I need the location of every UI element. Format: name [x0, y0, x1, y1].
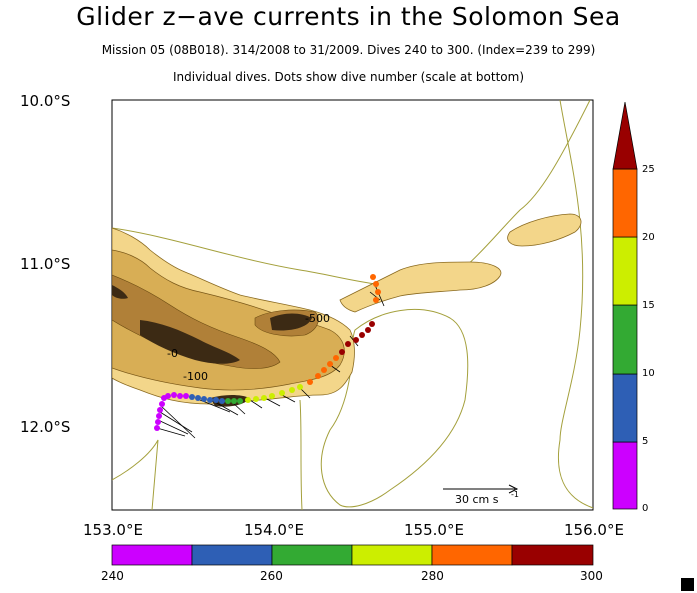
colorbar-tick-label: 5: [642, 436, 649, 447]
lat-label-12s: 12.0°S: [20, 418, 71, 436]
map-title: Glider z−ave currents in the Solomon Sea: [76, 2, 621, 31]
lat-label-11s: 11.0°S: [20, 255, 71, 273]
dive-track: [154, 274, 381, 431]
landmass-mid: [112, 249, 345, 391]
isobath-loop: [320, 308, 469, 508]
scale-arrow-head: [508, 484, 519, 494]
island: [507, 213, 582, 247]
map-subtitle-2: Individual dives. Dots show dive number …: [172, 70, 525, 84]
scale-label-unit-exponent: -1: [511, 490, 519, 499]
lon-label-154e: 154.0°E: [244, 521, 304, 539]
colorbar-vertical: [612, 101, 638, 510]
dive-tick-label: 300: [580, 569, 603, 583]
colorbar-tick-label: 15: [642, 300, 655, 311]
colorbar-horizontal: [111, 544, 594, 566]
mountain-peak: [270, 313, 312, 331]
lon-label-156e: 156.0°E: [564, 521, 624, 539]
isobath-line: [557, 100, 593, 509]
dive-tick-label: 280: [421, 569, 444, 583]
lon-label-153e: 153.0°E: [83, 521, 143, 539]
dive-tick-label: 240: [101, 569, 124, 583]
isobath-line: [299, 399, 303, 510]
colorbar-tick-label: 25: [642, 164, 655, 175]
colorbar-tick-label: 20: [642, 232, 655, 243]
lat-label-10s: 10.0°S: [20, 92, 71, 110]
lon-label-155e: 155.0°E: [404, 521, 464, 539]
contour-label: -100: [183, 370, 208, 383]
colorbar-tick-label: 0: [642, 503, 649, 514]
mountain-peak: [112, 285, 128, 299]
velocity-arrows: [156, 284, 385, 439]
contour-label: -0: [167, 347, 178, 360]
map-subtitle: Mission 05 (08B018). 314/2008 to 31/2009…: [101, 43, 596, 57]
colorbar-tick-label: 10: [642, 368, 655, 379]
scale-label: 30 cm s: [455, 493, 499, 506]
dive-tick-label: 260: [260, 569, 283, 583]
isobath-line: [112, 439, 159, 510]
corner-marker: [681, 578, 694, 591]
mountain-peak: [140, 320, 240, 364]
contour-label: -500: [305, 312, 330, 325]
landmass: [339, 261, 502, 313]
